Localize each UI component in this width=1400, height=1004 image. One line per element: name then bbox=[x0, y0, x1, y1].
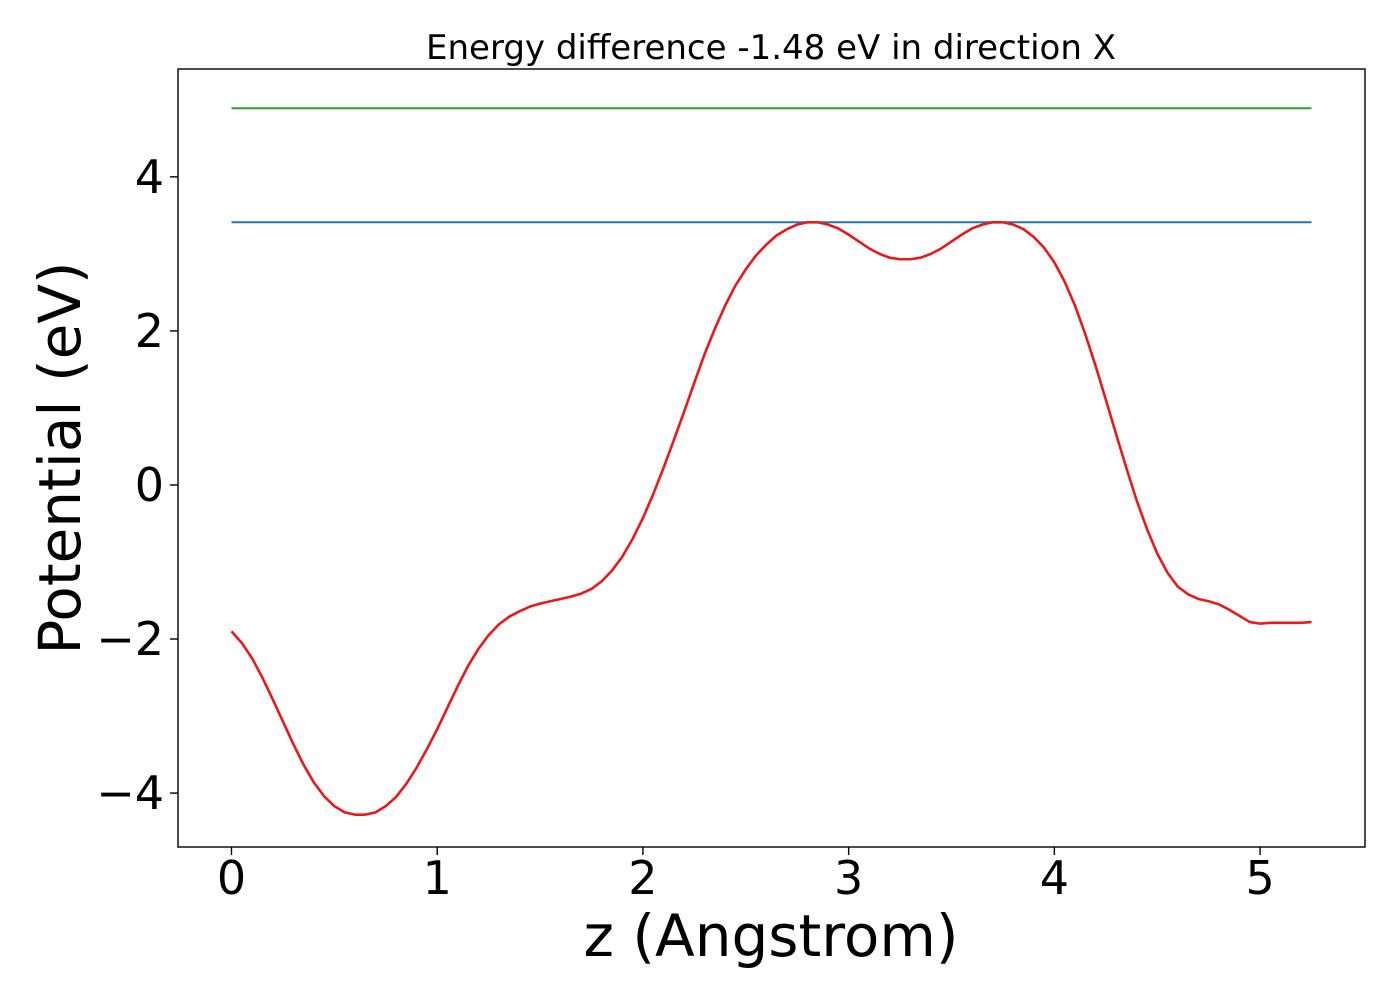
y-axis: −4 −2 0 2 4 bbox=[96, 150, 178, 820]
x-tick-label: 0 bbox=[217, 851, 246, 905]
y-tick-label: −4 bbox=[96, 766, 164, 820]
y-tick-label: 2 bbox=[135, 304, 164, 358]
x-tick-label: 2 bbox=[628, 851, 657, 905]
x-axis: 0 1 2 3 4 5 bbox=[217, 847, 1275, 905]
plot-frame bbox=[177, 68, 1366, 848]
y-axis-label: Potential (eV) bbox=[26, 261, 94, 654]
x-tick-label: 4 bbox=[1040, 851, 1069, 905]
chart-title: Energy difference -1.48 eV in direction … bbox=[426, 28, 1116, 68]
x-tick-label: 1 bbox=[423, 851, 452, 905]
y-tick-label: 4 bbox=[135, 150, 164, 204]
y-tick-label: 0 bbox=[135, 458, 164, 512]
y-tick-label: −2 bbox=[96, 612, 164, 666]
x-tick-label: 3 bbox=[834, 851, 863, 905]
x-tick-label: 5 bbox=[1245, 851, 1274, 905]
series-line-3 bbox=[230, 220, 1312, 816]
x-axis-label: z (Angstrom) bbox=[584, 902, 959, 970]
plot-area bbox=[230, 107, 1312, 816]
